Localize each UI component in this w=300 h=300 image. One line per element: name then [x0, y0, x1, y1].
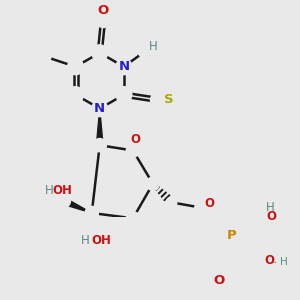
Text: H: H: [266, 201, 274, 214]
Text: O: O: [266, 211, 276, 224]
Text: S: S: [164, 94, 174, 106]
Circle shape: [116, 87, 132, 103]
Circle shape: [68, 59, 83, 75]
Circle shape: [146, 177, 160, 190]
Text: H: H: [45, 184, 54, 197]
Circle shape: [256, 254, 270, 268]
Circle shape: [57, 194, 70, 208]
Circle shape: [126, 144, 140, 157]
Circle shape: [116, 59, 132, 75]
Text: O: O: [98, 4, 109, 17]
Circle shape: [85, 206, 98, 220]
Circle shape: [93, 222, 106, 235]
Circle shape: [68, 87, 83, 103]
Text: P: P: [226, 229, 236, 242]
Circle shape: [92, 45, 108, 61]
Circle shape: [96, 14, 110, 28]
Circle shape: [195, 201, 208, 214]
Circle shape: [224, 228, 239, 244]
Text: H: H: [149, 40, 158, 53]
Text: N: N: [94, 102, 105, 115]
Circle shape: [139, 47, 149, 57]
Text: O: O: [214, 274, 225, 287]
Text: OH: OH: [52, 184, 72, 197]
Text: O: O: [265, 254, 275, 267]
Circle shape: [92, 101, 108, 117]
Text: H: H: [81, 234, 89, 247]
Circle shape: [151, 92, 166, 108]
Text: OH: OH: [91, 234, 111, 247]
Circle shape: [93, 139, 106, 152]
Polygon shape: [96, 109, 103, 145]
Text: - H: - H: [273, 257, 288, 267]
Circle shape: [166, 197, 177, 208]
Text: N: N: [118, 60, 130, 73]
Circle shape: [126, 212, 140, 225]
Polygon shape: [62, 198, 92, 213]
Polygon shape: [99, 218, 133, 232]
Circle shape: [40, 52, 51, 62]
Circle shape: [258, 210, 271, 224]
Text: O: O: [130, 134, 141, 146]
Text: O: O: [204, 197, 214, 210]
Circle shape: [213, 263, 226, 277]
